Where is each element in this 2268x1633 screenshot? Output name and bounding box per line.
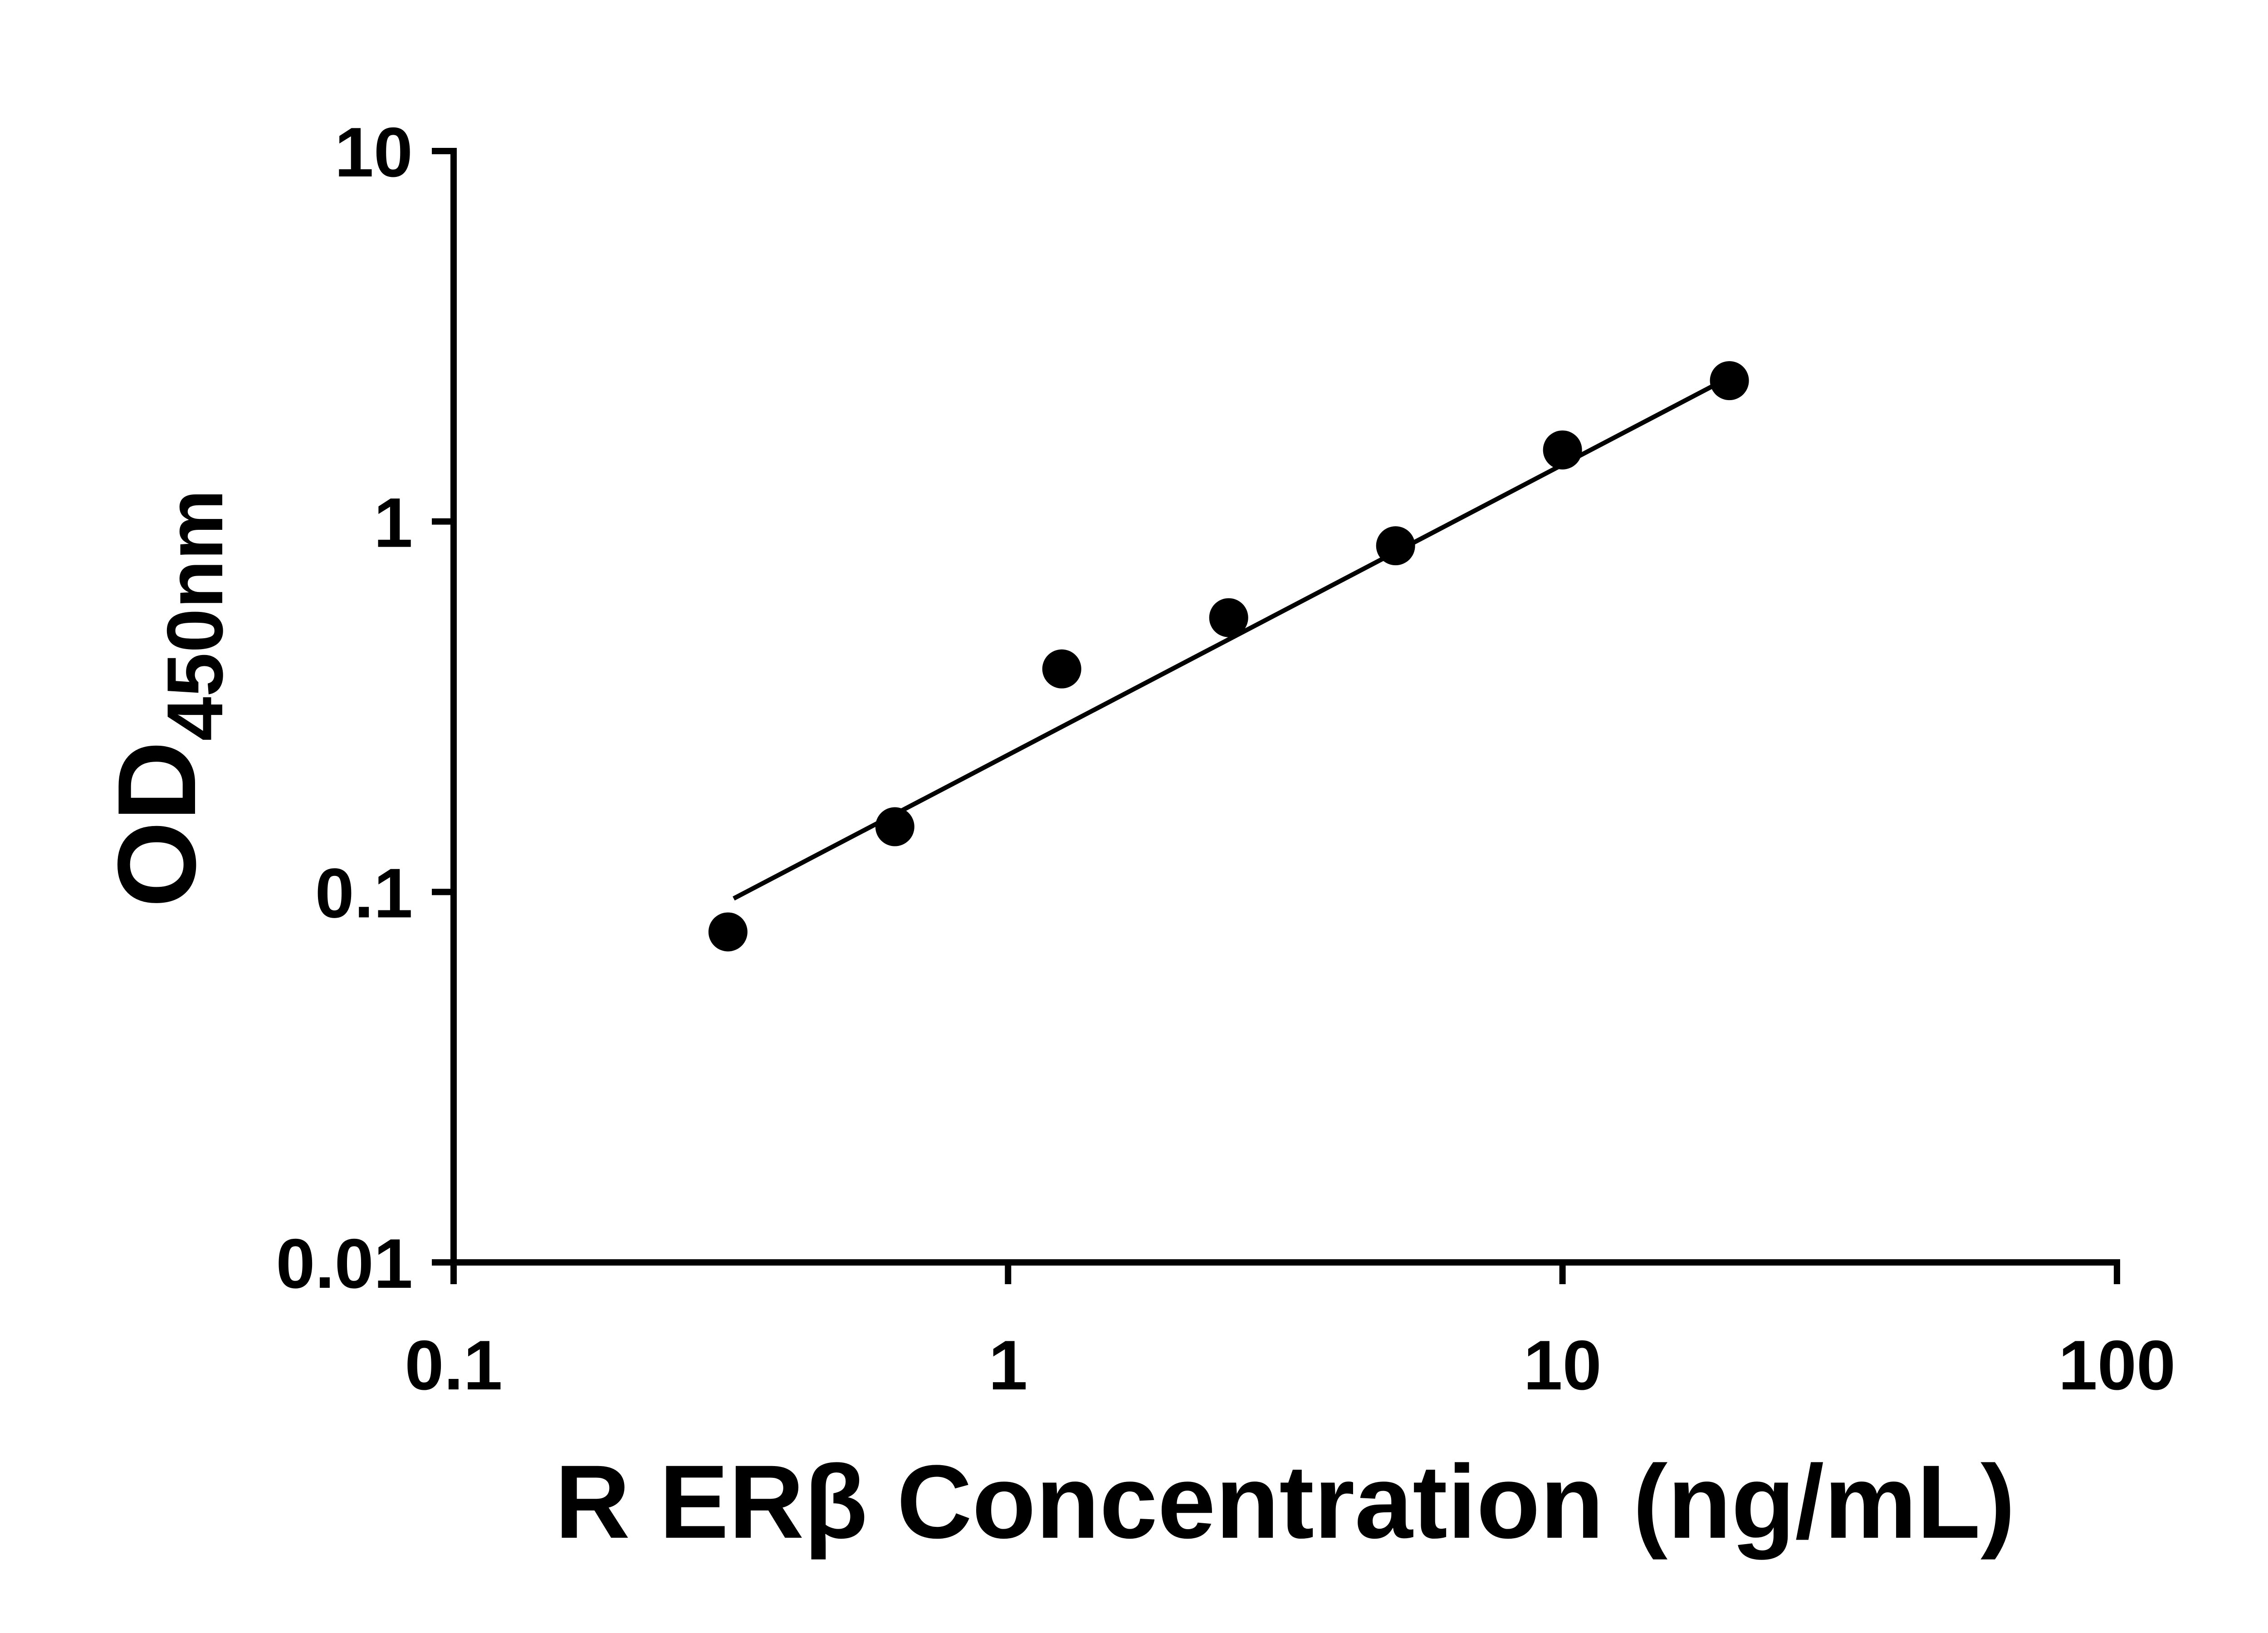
x-axis-tick-label: 100 [2058,1326,2176,1404]
x-axis-tick-label: 0.1 [405,1326,502,1404]
data-point [875,807,914,846]
data-point [1209,598,1248,637]
data-point [1543,430,1582,469]
data-point [708,912,748,952]
data-point [1710,361,1749,401]
x-axis-title: R ERβ Concentration (ng/mL) [555,1443,2015,1560]
y-axis-title: OD450nm [94,489,240,908]
y-axis-tick-label: 0.1 [315,854,413,932]
y-axis-title-main: OD [94,741,219,908]
axis-lines [450,148,2120,1266]
y-axis-title-subscript: 450nm [151,489,240,741]
data-point [1042,649,1081,689]
y-axis-tick-label: 10 [335,113,413,191]
y-axis-tick-label: 0.01 [276,1224,413,1303]
data-point [1376,526,1415,566]
x-axis-tick-label: 10 [1523,1326,1601,1404]
y-axis-tick-label: 1 [374,484,413,562]
x-axis-tick-label: 1 [988,1326,1027,1404]
